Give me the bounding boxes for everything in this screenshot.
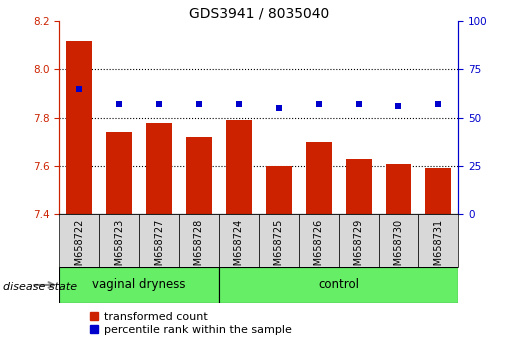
Point bbox=[115, 101, 123, 107]
Bar bbox=[386, 164, 411, 214]
Point bbox=[354, 101, 363, 107]
Text: GSM658731: GSM658731 bbox=[434, 218, 443, 278]
Text: vaginal dryness: vaginal dryness bbox=[92, 279, 186, 291]
Bar bbox=[186, 137, 212, 214]
Bar bbox=[418, 214, 458, 267]
Bar bbox=[59, 267, 219, 303]
Bar bbox=[266, 166, 291, 214]
Point bbox=[315, 101, 323, 107]
Bar bbox=[99, 214, 139, 267]
Text: GSM658727: GSM658727 bbox=[154, 218, 164, 278]
Text: GSM658723: GSM658723 bbox=[114, 218, 124, 278]
Text: GSM658726: GSM658726 bbox=[314, 218, 323, 278]
Point bbox=[434, 101, 442, 107]
Bar bbox=[226, 120, 252, 214]
Text: GSM658728: GSM658728 bbox=[194, 218, 204, 278]
Bar bbox=[306, 142, 332, 214]
Point bbox=[75, 86, 83, 92]
Bar bbox=[59, 214, 99, 267]
Legend: transformed count, percentile rank within the sample: transformed count, percentile rank withi… bbox=[85, 308, 296, 340]
Point bbox=[235, 101, 243, 107]
Bar bbox=[379, 214, 418, 267]
Bar bbox=[179, 214, 219, 267]
Bar bbox=[346, 159, 371, 214]
Bar bbox=[299, 214, 339, 267]
Bar bbox=[219, 214, 259, 267]
Bar bbox=[259, 214, 299, 267]
Text: disease state: disease state bbox=[3, 282, 77, 292]
Bar bbox=[106, 132, 132, 214]
Text: GSM658722: GSM658722 bbox=[74, 218, 84, 278]
Point bbox=[274, 105, 283, 111]
Bar bbox=[425, 169, 451, 214]
Point bbox=[394, 103, 403, 109]
Text: GSM658725: GSM658725 bbox=[274, 218, 284, 278]
Bar bbox=[139, 214, 179, 267]
Text: GSM658724: GSM658724 bbox=[234, 218, 244, 278]
Bar bbox=[146, 122, 172, 214]
Text: control: control bbox=[318, 279, 359, 291]
Text: GSM658730: GSM658730 bbox=[393, 218, 403, 278]
Bar bbox=[219, 267, 458, 303]
Title: GDS3941 / 8035040: GDS3941 / 8035040 bbox=[188, 6, 329, 20]
Point bbox=[195, 101, 203, 107]
Text: GSM658729: GSM658729 bbox=[354, 218, 364, 278]
Bar bbox=[339, 214, 379, 267]
Point bbox=[155, 101, 163, 107]
Bar bbox=[66, 41, 92, 214]
